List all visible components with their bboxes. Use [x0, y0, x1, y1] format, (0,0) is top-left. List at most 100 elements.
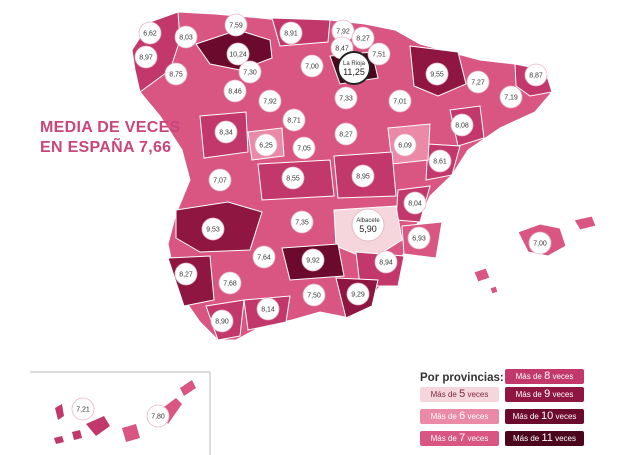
ibiza-island [473, 267, 491, 283]
value-label-bizkaia: 7,92 [336, 29, 350, 36]
value-label-avila: 6,25 [259, 143, 273, 150]
value-label-barcelona: 7,19 [504, 95, 518, 102]
value-label-salamanca: 8,34 [219, 130, 233, 137]
canarias-inset-frame [30, 371, 211, 455]
value-badge-jaen [301, 248, 325, 272]
value-label-asturias: 7,59 [229, 23, 243, 30]
value-label-huesca: 9,55 [430, 72, 444, 79]
value-badge-cuenca [351, 164, 375, 188]
value-badge-baleares [528, 231, 552, 255]
menorca-island [573, 215, 597, 231]
legend-item-mas-de-6: Más de 6 veces [420, 409, 499, 424]
value-label-navarra: 7,51 [372, 52, 386, 59]
value-label-valladolid: 8,71 [287, 118, 301, 125]
islands [473, 215, 597, 295]
value-badge-zamora [223, 79, 247, 103]
legend-item-suffix: veces [553, 412, 577, 421]
tenerife-island [86, 416, 110, 436]
value-badge-zaragoza [388, 89, 412, 113]
value-badge-huesca [425, 62, 449, 86]
value-badge-segovia [292, 136, 316, 160]
value-label-caceres: 7,07 [213, 178, 227, 185]
value-label-cadiz: 8,90 [215, 319, 229, 326]
value-label-cuenca: 8,95 [356, 174, 370, 181]
value-badge-las-palmas [71, 397, 95, 421]
legend-item-number: 10 [541, 410, 554, 422]
canarias-inset [30, 371, 211, 455]
value-badge-malaga [256, 297, 280, 321]
value-label-pontevedra: 8,97 [139, 55, 153, 62]
value-badge-toledo [281, 166, 305, 190]
legend-item-mas-de-7: Más de 7 veces [420, 431, 499, 446]
value-label-alava: 8,47 [335, 46, 349, 53]
region-name-albacete: Albacete [356, 218, 380, 224]
value-label-burgos: 7,00 [305, 64, 319, 71]
value-badge-leon-nw [226, 42, 250, 66]
value-badge-gipuzkoa [351, 26, 375, 50]
value-badge-navarra [367, 42, 391, 66]
legend-item-mas-de-8: Más de 8 veces [505, 369, 584, 384]
value-badge-soria [334, 86, 358, 110]
value-badge-cadiz [210, 309, 234, 333]
value-badge-avila [254, 133, 278, 157]
legend-item-number: 11 [541, 432, 553, 444]
value-badge-valencia [403, 191, 427, 215]
value-badge-burgos [300, 54, 324, 78]
value-badge-badajoz [201, 217, 225, 241]
value-label-alicante: 6,93 [412, 236, 426, 243]
value-label-palencia: 7,92 [263, 99, 277, 106]
value-label-baleares: 7,00 [533, 241, 547, 248]
legend-item-prefix: Más de [430, 390, 460, 399]
legend-item-suffix: veces [550, 372, 574, 381]
value-label-jaen: 9,92 [306, 258, 320, 265]
legend-item-suffix: veces [550, 390, 574, 399]
value-badge-teruel [393, 133, 417, 157]
legend-item-prefix: Más de [512, 412, 542, 421]
province-value-labels: 6,62 8,03 7,59 10,24 8,91 7,92 8,27 8,47 7,51 8,9… [71, 13, 552, 428]
value-label-almeria: 9,29 [351, 292, 365, 299]
legend-item-mas-de-9: Más de 9 veces [505, 387, 584, 402]
title-line-1: MEDIA DE VECES [40, 119, 181, 136]
legend-item-suffix: veces [465, 434, 489, 443]
legend-item-prefix: Más de [515, 390, 545, 399]
gran-canaria-island [122, 424, 140, 442]
legend-item-number: 7 [459, 432, 466, 444]
value-badge-ciudad-real [290, 210, 314, 234]
legend-item-prefix: Más de [515, 372, 545, 381]
value-label-cordoba: 7,64 [257, 255, 271, 262]
value-label-teruel: 6,09 [398, 143, 412, 150]
value-label-ciudad-real: 7,35 [295, 220, 309, 227]
value-label-granada: 7,50 [307, 293, 321, 300]
value-label-la-rioja: 11,25 [343, 67, 365, 77]
value-label-ourense: 8,75 [169, 72, 183, 79]
value-label-girona: 8,87 [529, 73, 543, 80]
value-label-ourense-area: 6,62 [143, 31, 157, 38]
legend-item-number: 8 [544, 370, 551, 382]
lanzarote-island [180, 380, 196, 396]
value-badge-huelva [174, 262, 198, 286]
value-label-valencia: 8,04 [408, 201, 422, 208]
value-badge-girona [524, 63, 548, 87]
value-badge-coruna-lugo [174, 25, 198, 49]
legend-item-prefix: Más de [430, 412, 460, 421]
value-badge-cordoba [252, 245, 276, 269]
legend-item-suffix: veces [552, 434, 576, 443]
value-badge-granada [302, 283, 326, 307]
value-label-leon: 7,30 [243, 70, 257, 77]
value-label-cantabria: 8,91 [284, 31, 298, 38]
value-badge-barcelona [499, 85, 523, 109]
value-badge-sevilla [218, 271, 242, 295]
value-label-coruna-lugo: 8,03 [179, 35, 193, 42]
value-badge-la-rioja [337, 51, 371, 85]
value-badge-asturias [224, 13, 248, 37]
value-label-malaga: 8,14 [261, 307, 275, 314]
legend-item-number: 5 [459, 388, 466, 400]
value-badge-ourense-area [138, 21, 162, 45]
el-hierro-island [54, 436, 64, 444]
value-label-albacete: 5,90 [359, 224, 377, 234]
map-title: MEDIA DE VECES EN ESPAÑA 7,66 [40, 118, 240, 158]
value-label-toledo: 8,55 [286, 176, 300, 183]
legend-title: Por provincias: [420, 372, 504, 384]
legend-item-number: 6 [459, 410, 466, 422]
